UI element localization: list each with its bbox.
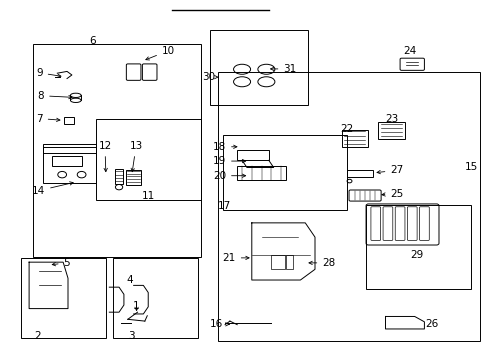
Text: 18: 18 [212, 142, 236, 152]
Bar [96, 119, 201, 200]
Text: 23: 23 [385, 113, 398, 123]
Text: 29: 29 [409, 250, 423, 260]
Text: 19: 19 [212, 156, 245, 166]
Text: 25: 25 [381, 189, 403, 199]
Text: 17: 17 [217, 201, 230, 211]
Text: 2: 2 [35, 331, 41, 341]
Bar [222, 135, 346, 210]
Bar [285, 255, 292, 269]
Text: 8: 8 [38, 91, 72, 101]
Text: 20: 20 [212, 171, 245, 181]
Bar [21, 257, 106, 338]
Text: 26: 26 [425, 319, 438, 329]
Bar [366, 205, 469, 289]
Text: 30: 30 [202, 72, 218, 82]
Text: 4: 4 [127, 275, 133, 285]
Text: 9: 9 [36, 68, 61, 78]
Text: 11: 11 [142, 191, 155, 201]
Bar [52, 156, 81, 166]
Text: 28: 28 [308, 258, 335, 268]
Text: 22: 22 [339, 124, 352, 134]
Text: 31: 31 [270, 64, 296, 74]
Bar [210, 30, 307, 105]
Text: 3: 3 [128, 331, 134, 341]
Text: 7: 7 [36, 113, 60, 123]
Text: 15: 15 [464, 162, 477, 172]
Text: 21: 21 [222, 253, 248, 263]
Bar [113, 257, 198, 338]
Text: 10: 10 [145, 46, 175, 60]
Text: 14: 14 [32, 182, 73, 196]
Text: 12: 12 [98, 141, 111, 172]
Bar [33, 44, 201, 257]
Bar [217, 72, 479, 342]
Bar [42, 144, 96, 153]
Text: 1: 1 [133, 301, 140, 311]
Text: 27: 27 [376, 165, 403, 175]
Text: 24: 24 [403, 46, 416, 56]
Text: 13: 13 [129, 141, 142, 172]
Bar [271, 255, 285, 269]
Text: 5: 5 [52, 258, 70, 268]
Text: 6: 6 [89, 36, 96, 46]
Text: 16: 16 [209, 319, 228, 329]
